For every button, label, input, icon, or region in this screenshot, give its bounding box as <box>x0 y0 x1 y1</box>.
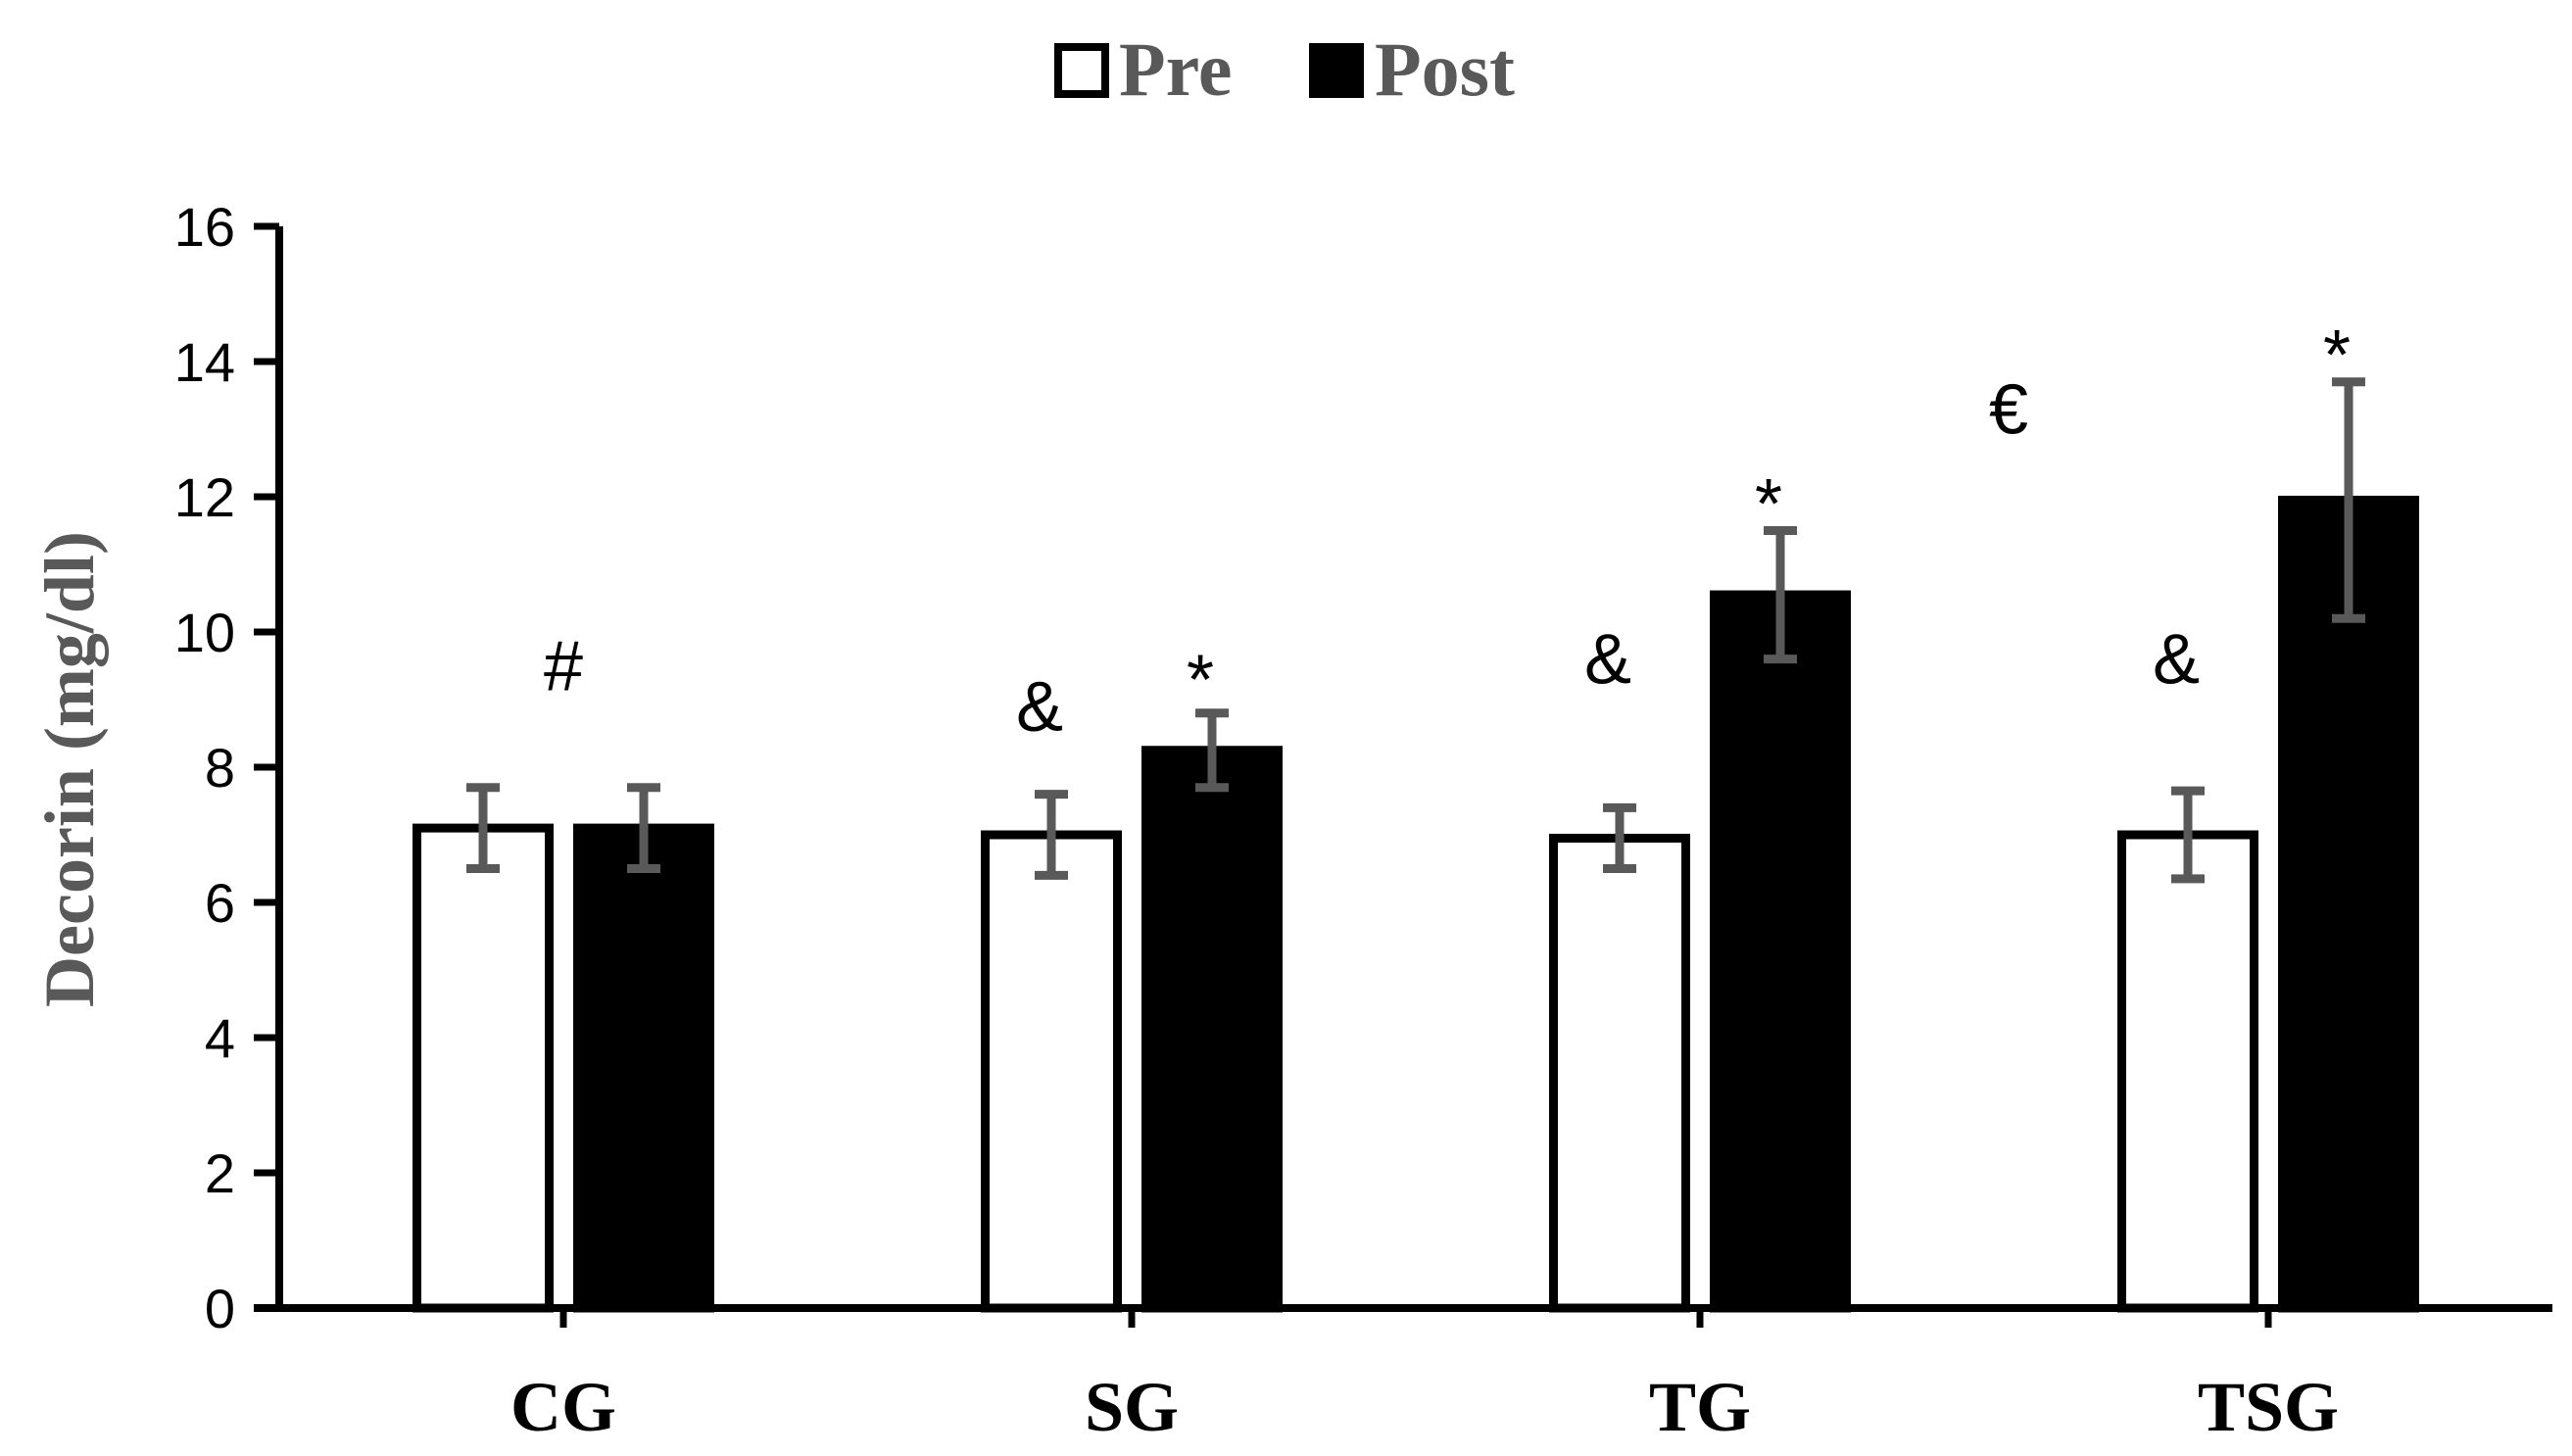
annotation-mark: * <box>1755 465 1782 544</box>
legend-item-pre: Pre <box>1054 26 1232 112</box>
error-bar-tsg-post <box>2332 377 2365 623</box>
annotation-mark: * <box>1187 641 1214 719</box>
legend: Pre Post <box>1054 26 1515 112</box>
error-bars <box>466 377 2365 884</box>
y-tick-label: 4 <box>205 1007 235 1069</box>
y-tick-label: 0 <box>205 1278 235 1339</box>
y-tick-label: 2 <box>205 1142 235 1204</box>
y-tick-label: 10 <box>174 602 235 663</box>
legend-swatch-post <box>1309 43 1364 98</box>
annotation-mark: # <box>544 628 583 706</box>
bar-tsg-pre <box>2117 830 2258 1313</box>
y-tick-label: 6 <box>205 872 235 934</box>
error-bar-tsg-pre <box>2171 786 2205 884</box>
x-category-label-tg: TG <box>1649 1368 1751 1446</box>
legend-swatch-pre <box>1054 43 1109 98</box>
y-axis-label: Decorin (mg/dl) <box>30 531 109 1007</box>
annotation-mark: & <box>2153 621 2200 700</box>
bars <box>412 495 2419 1313</box>
annotation-mark: & <box>1016 668 1063 747</box>
error-bar-tg-pre <box>1603 802 1636 873</box>
legend-label-pre: Pre <box>1119 26 1232 112</box>
y-tick-label: 14 <box>174 331 235 393</box>
axes: 0 2 4 6 8 10 12 14 16 CG SG TG TSG <box>174 196 2552 1446</box>
error-bar-cg-pre <box>466 783 500 873</box>
y-tick-label: 12 <box>174 466 235 528</box>
bar-cg-pre <box>412 823 554 1313</box>
error-bar-cg-post <box>627 783 660 873</box>
error-bar-sg-pre <box>1035 790 1068 880</box>
error-bar-tg-post <box>1764 526 1797 664</box>
legend-label-post: Post <box>1375 26 1515 112</box>
y-tick-label: 16 <box>174 196 235 258</box>
x-category-label-cg: CG <box>510 1368 616 1446</box>
bar-tg-pre <box>1549 833 1690 1313</box>
annotation-mark: & <box>1584 621 1631 700</box>
bar-sg-pre <box>981 830 1122 1313</box>
annotation-mark: € <box>1989 370 2028 449</box>
bar-tg-post <box>1710 590 1851 1313</box>
error-bar-sg-post <box>1195 708 1229 793</box>
y-tick-label: 8 <box>205 737 235 799</box>
x-category-label-sg: SG <box>1085 1368 1179 1446</box>
significance-annotations: # & * & * € & * <box>544 316 2351 747</box>
bar-sg-post <box>1141 746 1283 1313</box>
legend-item-post: Post <box>1309 26 1515 112</box>
x-category-label-tsg: TSG <box>2198 1368 2339 1446</box>
annotation-mark: * <box>2323 316 2351 395</box>
bar-cg-post <box>573 823 714 1313</box>
